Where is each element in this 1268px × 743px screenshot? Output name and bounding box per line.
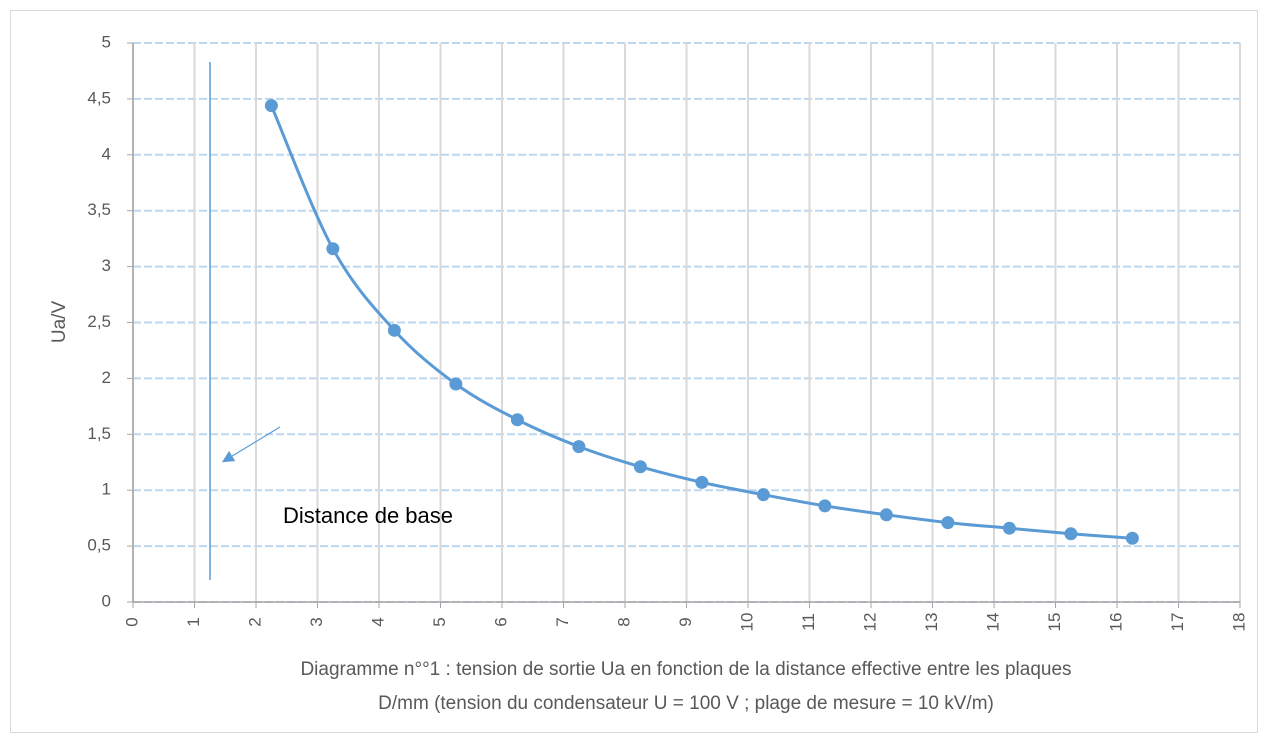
data-point: [756, 488, 770, 502]
x-tick-label: 13: [922, 613, 941, 632]
y-tick-label: 0,5: [87, 536, 111, 555]
data-point: [510, 413, 524, 427]
data-point: [941, 516, 955, 530]
x-tick-label: 7: [553, 617, 572, 626]
data-point: [1125, 531, 1139, 545]
grid: [127, 42, 1241, 608]
annotation: Distance de base: [283, 503, 453, 528]
data-point: [326, 242, 340, 256]
x-tick-label: 16: [1106, 613, 1125, 632]
x-tick-label: 14: [983, 613, 1002, 632]
y-tick-label: 5: [102, 32, 111, 51]
y-tick-label: 4: [102, 144, 111, 163]
y-tick-label: 2: [102, 368, 111, 387]
y-tick-label: 0: [102, 591, 111, 610]
y-tick-label: 3,5: [87, 200, 111, 219]
x-tick-label: 3: [307, 617, 326, 626]
x-tick-label: 17: [1168, 613, 1187, 632]
chart-frame: [10, 10, 1258, 733]
data-point: [1002, 521, 1016, 535]
y-tick-label: 1,5: [87, 424, 111, 443]
x-tick-label: 15: [1045, 613, 1064, 632]
x-tick-label: 2: [245, 617, 264, 626]
series-line: [269, 105, 1133, 540]
x-tick-label: 12: [860, 613, 879, 632]
x-tick-label: 10: [737, 613, 756, 632]
x-tick-label: 18: [1229, 613, 1248, 632]
data-point: [879, 508, 893, 522]
x-tick-label: 9: [676, 617, 695, 626]
y-tick-label: 4,5: [87, 88, 111, 107]
y-tick-label: 2,5: [87, 312, 111, 331]
x-tick-label: 8: [614, 617, 633, 626]
data-point: [818, 499, 832, 513]
y-tick-label: 3: [102, 256, 111, 275]
x-tick-label: 6: [491, 617, 510, 626]
data-point: [572, 440, 586, 454]
x-tick-label: 0: [122, 617, 141, 626]
x-tick-label: 11: [799, 613, 818, 631]
data-point: [633, 460, 647, 474]
y-tick-label: 1: [102, 480, 111, 499]
x-tick-label: 1: [184, 617, 203, 626]
data-point: [1064, 527, 1078, 541]
annotation-arrow: [221, 426, 281, 463]
data-point: [449, 377, 463, 391]
data-point: [264, 99, 278, 113]
data-point: [695, 475, 709, 489]
x-axis-label: D/mm (tension du condensateur U = 100 V …: [378, 693, 994, 714]
x-tick-label: 5: [430, 617, 449, 626]
data-point: [387, 323, 401, 337]
y-axis-label: Ua/V: [49, 301, 70, 344]
x-axis-label: Diagramme n°°1 : tension de sortie Ua en…: [300, 659, 1071, 680]
x-tick-label: 4: [368, 617, 387, 626]
